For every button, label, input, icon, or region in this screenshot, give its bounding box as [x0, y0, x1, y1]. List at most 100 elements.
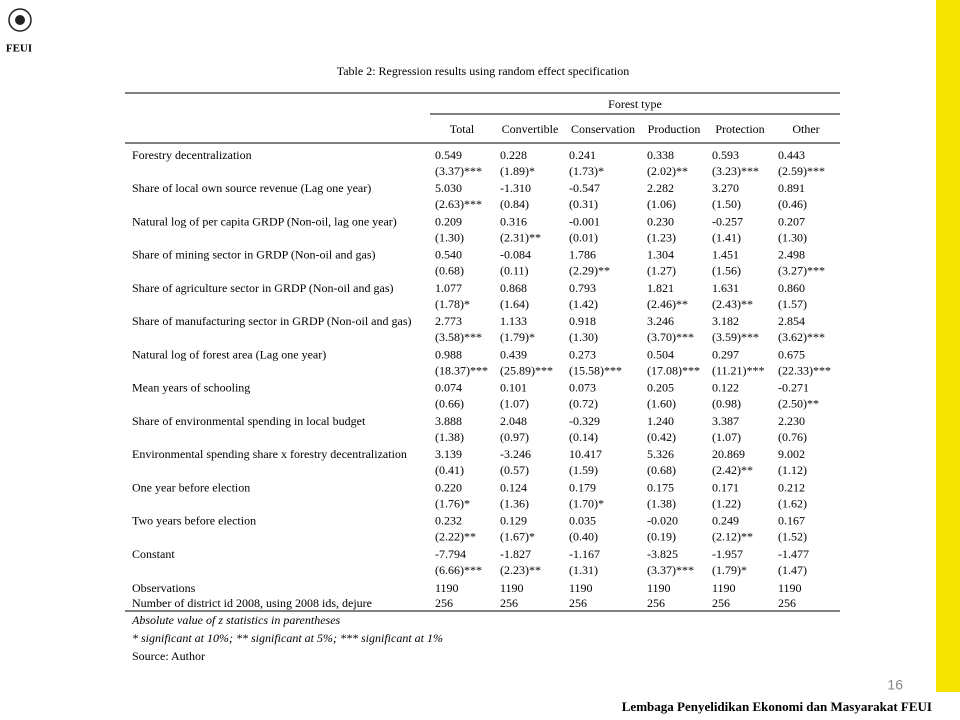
- coef-cell: -1.310: [500, 181, 531, 195]
- row-label: One year before election: [132, 480, 250, 494]
- coef-cell: -0.271: [778, 381, 809, 395]
- coef-cell: 1.077: [435, 281, 462, 295]
- coef-cell: 1.304: [647, 248, 674, 262]
- logo: FEUI: [6, 8, 32, 55]
- coef-cell: -0.084: [500, 248, 531, 262]
- summary-cell: 256: [712, 596, 730, 610]
- coef-cell: 1.133: [500, 314, 527, 328]
- z-cell: (0.84): [500, 197, 529, 211]
- coef-cell: 2.048: [500, 414, 527, 428]
- summary-cell: 1190: [778, 581, 802, 595]
- z-cell: (1.07): [712, 430, 741, 444]
- z-cell: (1.27): [647, 264, 676, 278]
- z-cell: (2.02)**: [647, 164, 688, 178]
- coef-cell: 0.241: [569, 148, 596, 162]
- z-cell: (2.50)**: [778, 397, 819, 411]
- z-cell: (1.73)*: [569, 164, 604, 178]
- z-cell: (1.22): [712, 496, 741, 510]
- summary-cell: 256: [778, 596, 796, 610]
- row-label: Share of environmental spending in local…: [132, 414, 366, 428]
- coef-cell: 0.171: [712, 480, 739, 494]
- coef-cell: 3.888: [435, 414, 462, 428]
- z-cell: (0.42): [647, 430, 676, 444]
- z-cell: (3.37)***: [647, 563, 694, 577]
- coef-cell: 0.230: [647, 214, 674, 228]
- coef-cell: 0.175: [647, 480, 674, 494]
- coef-cell: 10.417: [569, 447, 602, 461]
- coef-cell: -1.167: [569, 547, 600, 561]
- coef-cell: 0.891: [778, 181, 805, 195]
- summary-cell: 256: [500, 596, 518, 610]
- coef-cell: 0.860: [778, 281, 805, 295]
- z-cell: (2.23)**: [500, 563, 541, 577]
- coef-cell: 0.338: [647, 148, 674, 162]
- coef-cell: 0.074: [435, 381, 462, 395]
- coef-cell: 0.220: [435, 480, 462, 494]
- coef-cell: 0.316: [500, 214, 527, 228]
- coef-cell: 0.228: [500, 148, 527, 162]
- z-cell: (0.19): [647, 530, 676, 544]
- z-cell: (1.64): [500, 297, 529, 311]
- z-cell: (1.30): [435, 230, 464, 244]
- coef-cell: 1.240: [647, 414, 674, 428]
- coef-cell: 0.675: [778, 347, 805, 361]
- z-cell: (1.79)*: [712, 563, 747, 577]
- coef-cell: 2.498: [778, 248, 805, 262]
- column-header: Other: [792, 122, 819, 136]
- coef-cell: 0.073: [569, 381, 596, 395]
- z-cell: (1.62): [778, 496, 807, 510]
- z-cell: (0.40): [569, 530, 598, 544]
- row-label: Forestry decentralization: [132, 148, 252, 162]
- coef-cell: 3.139: [435, 447, 462, 461]
- z-cell: (1.57): [778, 297, 807, 311]
- coef-cell: -1.957: [712, 547, 743, 561]
- z-cell: (2.31)**: [500, 230, 541, 244]
- column-header: Convertible: [502, 122, 559, 136]
- z-cell: (0.76): [778, 430, 807, 444]
- coef-cell: 1.631: [712, 281, 739, 295]
- summary-cell: 256: [569, 596, 587, 610]
- z-cell: (6.66)***: [435, 563, 482, 577]
- z-cell: (1.38): [435, 430, 464, 444]
- accent-bar: [936, 0, 960, 692]
- z-cell: (1.56): [712, 264, 741, 278]
- z-cell: (1.30): [778, 230, 807, 244]
- z-cell: (1.78)*: [435, 297, 470, 311]
- row-label: Share of manufacturing sector in GRDP (N…: [132, 314, 412, 328]
- coef-cell: 3.387: [712, 414, 739, 428]
- z-cell: (1.06): [647, 197, 676, 211]
- coef-cell: 0.273: [569, 347, 596, 361]
- coef-cell: 0.207: [778, 214, 805, 228]
- coef-cell: 0.918: [569, 314, 596, 328]
- z-cell: (3.62)***: [778, 330, 825, 344]
- summary-cell: 1190: [647, 581, 671, 595]
- coef-cell: 0.101: [500, 381, 527, 395]
- z-cell: (1.50): [712, 197, 741, 211]
- z-cell: (1.12): [778, 463, 807, 477]
- z-cell: (2.59)***: [778, 164, 825, 178]
- group-header: Forest type: [608, 97, 662, 111]
- z-cell: (18.37)***: [435, 363, 488, 377]
- z-cell: (3.27)***: [778, 264, 825, 278]
- coef-cell: 0.443: [778, 148, 805, 162]
- coef-cell: -1.827: [500, 547, 531, 561]
- z-cell: (1.60): [647, 397, 676, 411]
- z-cell: (17.08)***: [647, 363, 700, 377]
- z-cell: (0.14): [569, 430, 598, 444]
- z-cell: (1.41): [712, 230, 741, 244]
- z-cell: (3.58)***: [435, 330, 482, 344]
- z-cell: (1.59): [569, 463, 598, 477]
- coef-cell: -0.329: [569, 414, 600, 428]
- summary-cell: 256: [435, 596, 453, 610]
- summary-cell: 1190: [500, 581, 524, 595]
- summary-cell: 1190: [712, 581, 736, 595]
- z-cell: (1.31): [569, 563, 598, 577]
- coef-cell: 0.249: [712, 514, 739, 528]
- row-label: Share of local own source revenue (Lag o…: [132, 181, 371, 195]
- z-cell: (1.47): [778, 563, 807, 577]
- coef-cell: -3.246: [500, 447, 531, 461]
- z-cell: (15.58)***: [569, 363, 622, 377]
- coef-cell: 0.129: [500, 514, 527, 528]
- page-number: 16: [887, 677, 903, 693]
